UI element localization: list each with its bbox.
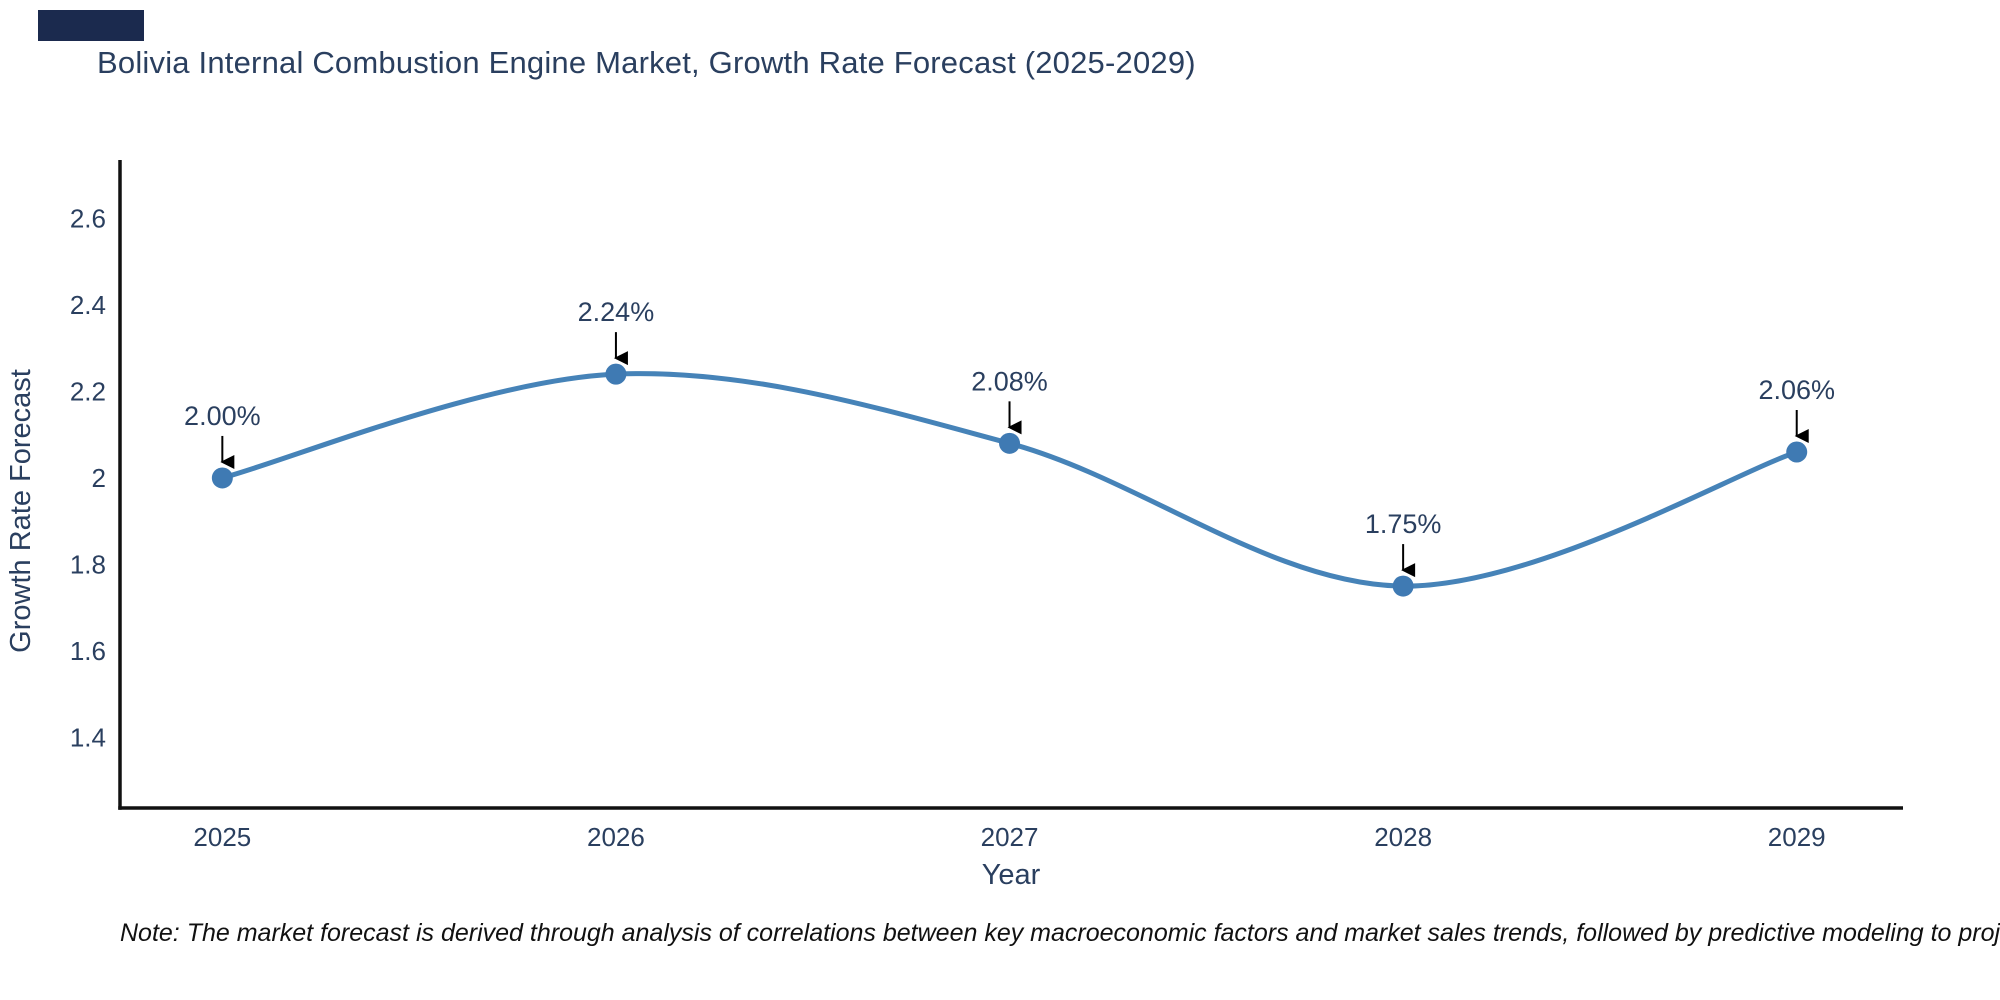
point-value-label: 1.75%	[1365, 509, 1442, 539]
data-point-marker[interactable]	[1786, 441, 1808, 463]
footnote: Note: The market forecast is derived thr…	[120, 919, 2000, 947]
x-axis-title: Year	[982, 859, 1041, 891]
data-point-marker[interactable]	[211, 467, 233, 489]
point-value-label: 2.08%	[971, 366, 1048, 396]
data-point-marker[interactable]	[999, 432, 1021, 454]
x-tick-label: 2026	[587, 822, 645, 852]
point-value-label: 2.00%	[184, 401, 261, 431]
point-value-label: 2.24%	[578, 297, 655, 327]
y-tick-label: 2.2	[70, 376, 106, 406]
y-tick-label: 1.4	[70, 722, 106, 752]
chart-title: Bolivia Internal Combustion Engine Marke…	[97, 45, 1196, 80]
y-tick-label: 2.4	[70, 290, 106, 320]
y-tick-label: 2	[92, 463, 106, 493]
y-tick-label: 1.8	[70, 549, 106, 579]
x-tick-label: 2027	[981, 822, 1039, 852]
y-tick-label: 2.6	[70, 203, 106, 233]
data-point-marker[interactable]	[1392, 575, 1414, 597]
point-value-label: 2.06%	[1758, 375, 1835, 405]
data-point-marker[interactable]	[605, 363, 627, 385]
x-tick-label: 2028	[1374, 822, 1432, 852]
y-axis-title: Growth Rate Forecast	[5, 369, 37, 653]
x-tick-label: 2025	[193, 822, 251, 852]
y-tick-label: 1.6	[70, 636, 106, 666]
x-tick-label: 2029	[1768, 822, 1826, 852]
logo-mark	[38, 10, 144, 41]
